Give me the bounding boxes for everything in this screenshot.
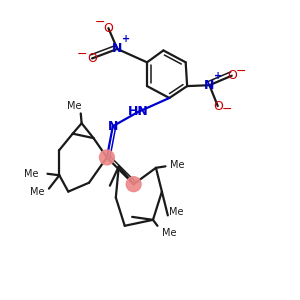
Circle shape (100, 150, 114, 165)
Text: −: − (94, 16, 105, 29)
Text: +: + (122, 34, 130, 44)
Text: HN: HN (128, 106, 148, 118)
Text: O: O (213, 100, 223, 112)
Text: Me: Me (169, 207, 184, 218)
Text: O: O (103, 22, 113, 34)
Text: Me: Me (162, 228, 177, 238)
Text: +: + (214, 71, 222, 81)
Text: Me: Me (170, 160, 184, 170)
Text: Me: Me (24, 169, 38, 179)
Text: −: − (221, 103, 232, 116)
Text: N: N (108, 120, 118, 133)
Text: O: O (87, 52, 97, 65)
Circle shape (126, 177, 141, 192)
Text: −: − (236, 65, 246, 78)
Text: N: N (204, 79, 214, 92)
Text: N: N (112, 42, 122, 56)
Text: O: O (227, 69, 237, 82)
Text: Me: Me (30, 187, 44, 196)
Text: Me: Me (67, 101, 82, 111)
Text: −: − (77, 47, 88, 61)
